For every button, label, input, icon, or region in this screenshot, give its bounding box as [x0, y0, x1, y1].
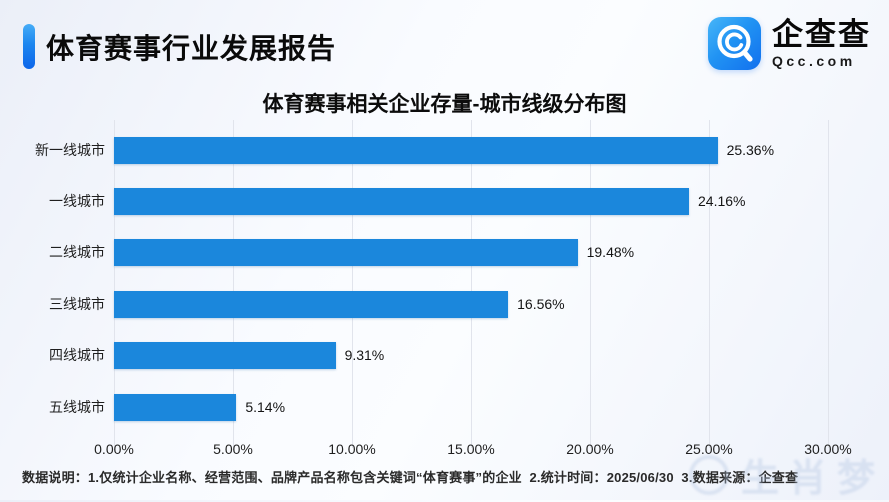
bar: [114, 393, 237, 421]
bar-value-label: 24.16%: [698, 192, 746, 209]
title-accent-bar: [23, 24, 35, 69]
qcc-brand: 企查查 Qcc.com: [708, 17, 871, 70]
x-axis-tick-label: 30.00%: [804, 441, 852, 457]
category-label: 新一线城市: [35, 141, 105, 158]
bar-value-label: 9.31%: [344, 347, 385, 364]
category-label: 五线城市: [49, 398, 105, 415]
chart-title: 体育赛事相关企业存量-城市线级分布图: [262, 93, 627, 116]
brand-text: 企查查 Qcc.com: [772, 19, 871, 69]
x-axis-tick-label: 20.00%: [566, 441, 614, 457]
magnifier-q-glyph: [717, 24, 753, 62]
bar-value-label: 16.56%: [517, 295, 565, 312]
x-axis-tick-label: 10.00%: [328, 441, 376, 457]
category-label: 四线城市: [49, 347, 105, 364]
gridline: [709, 120, 710, 448]
bar: [114, 239, 578, 267]
x-axis-tick-label: 15.00%: [447, 441, 495, 457]
qcc-logo-icon: [708, 17, 761, 70]
bar: [114, 290, 509, 318]
gridline: [590, 120, 591, 448]
data-footnote: 数据说明：1.仅统计企业名称、经营范围、品牌产品名称包含关键词“体育赛事”的企业…: [22, 470, 799, 485]
bar-value-label: 19.48%: [586, 244, 635, 261]
bar: [114, 187, 689, 215]
category-label: 一线城市: [49, 192, 105, 209]
category-label: 二线城市: [49, 244, 105, 261]
x-axis-tick-label: 25.00%: [685, 441, 733, 457]
x-axis-tick-label: 5.00%: [213, 441, 253, 457]
gridline: [352, 120, 353, 448]
brand-name: 企查查: [772, 16, 871, 52]
gridline: [828, 120, 829, 448]
bar: [114, 136, 718, 164]
x-axis-tick-label: 0.00%: [94, 441, 134, 457]
brand-domain: Qcc.com: [772, 52, 856, 69]
gridline: [233, 120, 234, 448]
category-label: 三线城市: [49, 295, 105, 312]
bar-value-label: 5.14%: [245, 398, 286, 415]
bar-value-label: 25.36%: [726, 141, 775, 158]
report-title: 体育赛事行业发展报告: [46, 33, 337, 64]
bar: [114, 342, 336, 370]
gridline: [471, 120, 472, 448]
gridline: [114, 120, 115, 448]
